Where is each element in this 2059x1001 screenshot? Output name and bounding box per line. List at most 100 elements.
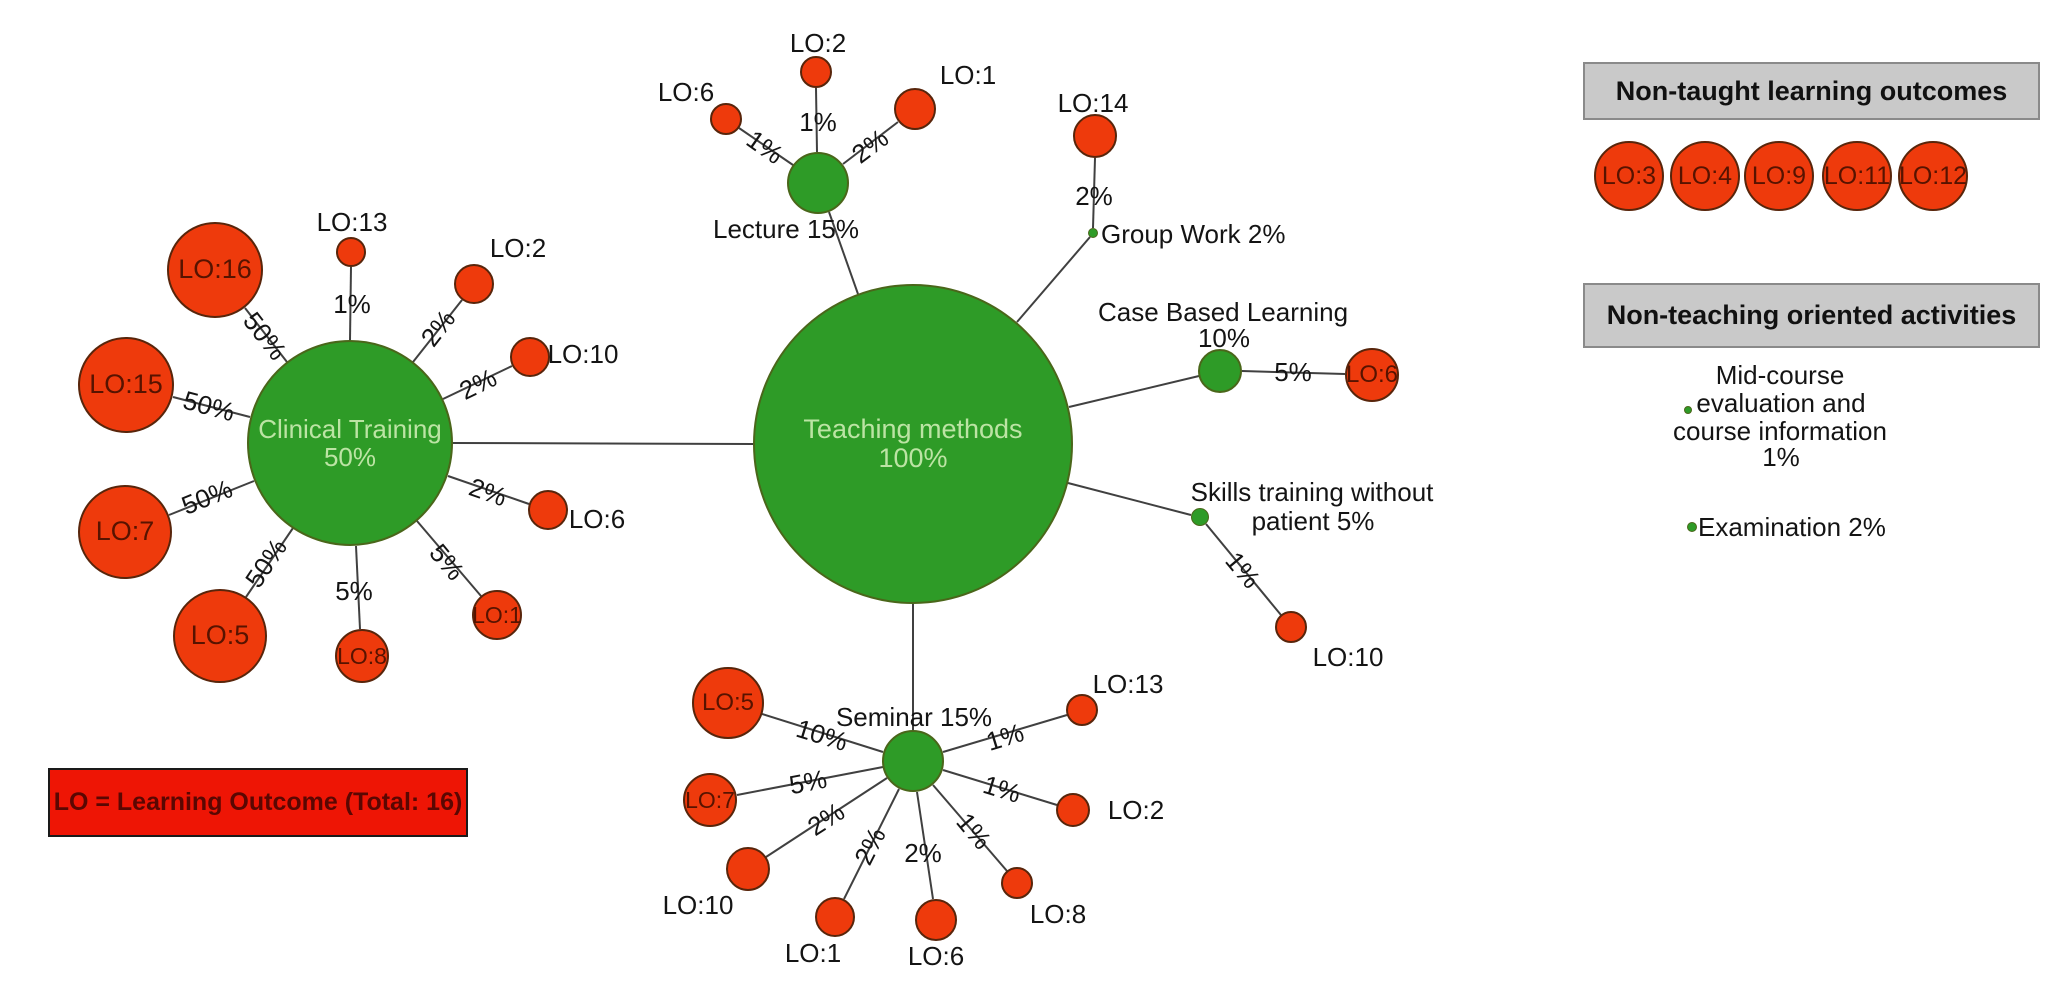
label-midcourse-line4: 1% [1762, 442, 1800, 472]
label-skills-title-line2: patient 5% [1251, 506, 1375, 536]
label-midcourse-line1: Mid-course [1715, 360, 1845, 390]
node-group-work [1088, 228, 1098, 238]
node-clinical-lo7-text: LO:7 [95, 516, 155, 547]
node-lecture-lo6 [710, 103, 742, 135]
node-nontaught-lo12-text: LO:12 [1898, 161, 1968, 190]
edge-clinical-lo1 [416, 520, 482, 597]
node-seminar-lo7: LO:7 [683, 773, 737, 827]
node-seminar-lo1 [815, 897, 855, 937]
node-nontaught-lo11: LO:11 [1822, 141, 1892, 211]
label-seminar-lo1: LO:1 [784, 938, 842, 968]
node-clinical-lo2 [454, 264, 494, 304]
node-clinical-lo6 [528, 490, 568, 530]
label-seminar-title: Seminar 15% [835, 702, 993, 732]
label-seminar-lo8: LO:8 [1029, 899, 1087, 929]
edge-clinical-lo5 [245, 527, 294, 598]
node-clinical-lo1: LO:1 [472, 590, 522, 640]
node-nontaught-lo9: LO:9 [1744, 141, 1814, 211]
node-nontaught-lo11-text: LO:11 [1823, 161, 1891, 190]
edge-clinical-lo15 [172, 396, 251, 418]
node-nontaught-lo4: LO:4 [1670, 141, 1740, 211]
label-lecture-lo1: LO:1 [939, 60, 997, 90]
node-examination-dot [1687, 522, 1697, 532]
non-teaching-activities-title: Non-teaching oriented activities [1606, 300, 2017, 330]
edge-seminar-lo7 [736, 766, 884, 796]
label-examination: Examination 2% [1698, 512, 1886, 542]
node-teaching-methods: Teaching methods 100% [753, 284, 1073, 604]
node-nontaught-lo12: LO:12 [1898, 141, 1968, 211]
edge-clinical-lo2 [412, 299, 463, 363]
label-cbl-title-line1: Case Based Learning [1097, 297, 1349, 327]
non-teaching-activities-box: Non-teaching oriented activities [1583, 283, 2040, 348]
edge-clinical-lo16 [244, 307, 288, 363]
edge-label-seminar-lo6: 2% [904, 838, 942, 868]
node-cbl-lo6: LO:6 [1345, 348, 1399, 402]
node-skills-lo10 [1275, 611, 1307, 643]
label-lecture-lo6: LO:6 [657, 77, 715, 107]
node-clinical-lo8: LO:8 [335, 629, 389, 683]
label-seminar-lo10: LO:10 [662, 890, 734, 920]
node-teaching-methods-text: Teaching methods 100% [803, 413, 1023, 473]
node-nontaught-lo3: LO:3 [1594, 141, 1664, 211]
edge-teaching-cbl [1068, 375, 1200, 408]
label-clinical-lo2: LO:2 [489, 233, 547, 263]
edge-teaching-groupwork [1016, 236, 1091, 323]
node-seminar [882, 730, 944, 792]
node-clinical-lo7: LO:7 [78, 485, 172, 579]
label-groupwork-title: Group Work 2% [1101, 219, 1286, 249]
label-clinical-lo13: LO:13 [316, 207, 388, 237]
node-clinical-training-text: Clinical Training 50% [258, 413, 442, 472]
label-groupwork-lo14: LO:14 [1057, 88, 1129, 118]
non-taught-outcomes-box: Non-taught learning outcomes [1583, 62, 2040, 120]
node-lecture-lo1 [894, 88, 936, 130]
edge-seminar-lo10 [765, 777, 888, 858]
edge-clinical-lo13 [349, 266, 352, 341]
edge-label-seminar-lo7: 5% [786, 763, 830, 801]
node-seminar-lo10 [726, 847, 770, 891]
edge-groupwork-lo14 [1092, 157, 1096, 229]
node-clinical-lo8-text: LO:8 [337, 642, 387, 669]
node-seminar-lo7-text: LO:7 [685, 786, 735, 813]
node-clinical-training: Clinical Training 50% [247, 340, 453, 546]
node-seminar-lo6 [915, 899, 957, 941]
node-clinical-lo10 [510, 337, 550, 377]
edge-lecture-lo2 [815, 87, 818, 153]
label-skills-lo10: LO:10 [1312, 642, 1384, 672]
node-lecture-lo2 [800, 56, 832, 88]
edge-skills-lo10 [1205, 523, 1282, 616]
node-nontaught-lo3-text: LO:3 [1601, 161, 1657, 190]
node-nontaught-lo4-text: LO:4 [1677, 161, 1733, 190]
edge-seminar-lo1 [843, 788, 900, 900]
edge-label-clinical-lo13: 1% [333, 289, 371, 319]
node-clinical-lo15: LO:15 [78, 337, 174, 433]
node-clinical-lo5-text: LO:5 [190, 620, 250, 651]
edge-label-clinical-lo8: 5% [335, 576, 373, 606]
label-skills-title-line1: Skills training without [1190, 477, 1434, 507]
label-lecture-title: Lecture 15% [713, 214, 859, 244]
node-groupwork-lo14 [1073, 114, 1117, 158]
legend-box: LO = Learning Outcome (Total: 16) [48, 768, 468, 837]
edge-seminar-lo2 [942, 769, 1058, 806]
node-seminar-lo2 [1056, 793, 1090, 827]
edge-teaching-clinical [452, 442, 754, 445]
edge-lecture-lo6 [738, 127, 794, 166]
edge-cbl-lo6 [1241, 370, 1346, 375]
edge-clinical-lo10 [442, 365, 513, 400]
node-clinical-lo13 [336, 237, 366, 267]
edge-seminar-lo5 [761, 713, 884, 753]
edge-clinical-lo6 [447, 475, 530, 505]
label-clinical-lo10: LO:10 [547, 339, 619, 369]
node-clinical-lo5: LO:5 [173, 589, 267, 683]
edge-clinical-lo7 [168, 480, 255, 516]
node-skills-training [1191, 508, 1209, 526]
node-midcourse-dot [1684, 406, 1692, 414]
node-case-based-learning [1198, 349, 1242, 393]
edge-label-groupwork-lo14: 2% [1075, 181, 1113, 211]
non-taught-outcomes-title: Non-taught learning outcomes [1615, 75, 2008, 106]
edge-seminar-lo13 [942, 714, 1068, 753]
edge-teaching-skills [1067, 482, 1192, 516]
node-seminar-lo5: LO:5 [692, 667, 764, 739]
edge-clinical-lo8 [355, 545, 361, 630]
node-clinical-lo1-text: LO:1 [472, 601, 522, 628]
